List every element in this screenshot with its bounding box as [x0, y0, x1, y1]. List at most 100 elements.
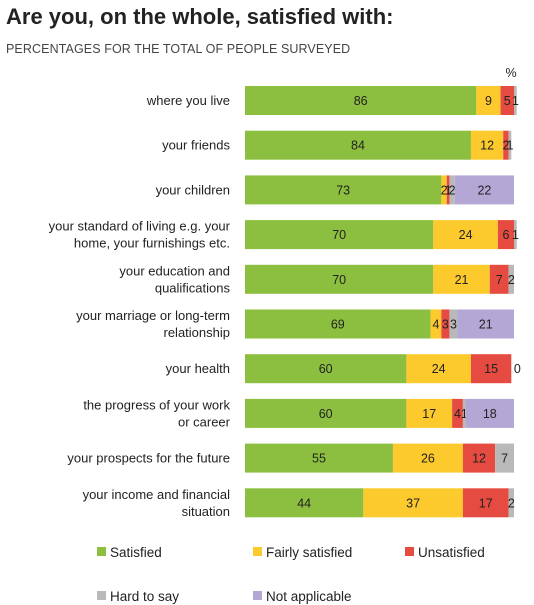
chart-subtitle: PERCENTAGES FOR THE TOTAL OF PEOPLE SURV…: [6, 42, 351, 56]
data-label: 55: [312, 452, 326, 466]
data-label: 69: [331, 318, 345, 332]
category-label-line: the progress of your work: [83, 397, 230, 412]
category-label: your education and qualifications: [119, 263, 230, 295]
category-label: your health: [166, 361, 230, 376]
bar-segment: [245, 130, 471, 160]
data-label: 17: [422, 407, 436, 421]
data-label: 15: [484, 362, 498, 376]
category-label: your prospects for the future: [67, 451, 230, 466]
data-label: 37: [406, 496, 420, 510]
category-label-line: your standard of living e.g. your: [49, 219, 231, 234]
bar-segment: [514, 86, 517, 115]
bar-segment: [245, 175, 442, 205]
page-title: Are you, on the whole, satisfied with:: [6, 4, 394, 29]
data-label: 60: [319, 407, 333, 421]
data-label: 4: [433, 318, 440, 332]
bar-segment: [470, 354, 512, 384]
data-label: 17: [479, 496, 493, 510]
bar-segment: [430, 309, 442, 339]
category-label-line: qualifications: [155, 280, 231, 295]
category-label-line: your education and: [119, 263, 230, 278]
data-label: 7: [496, 273, 503, 287]
bar-segment: [462, 443, 496, 473]
bar-segment: [406, 398, 453, 428]
data-label: 2: [441, 183, 448, 197]
bar-segment: [363, 488, 463, 518]
bar-segment: [433, 220, 498, 250]
data-label: 21: [455, 273, 469, 287]
data-label: 86: [354, 94, 368, 108]
legend-label: Unsatisfied: [418, 545, 485, 560]
category-label-line: relationship: [164, 325, 231, 340]
data-label: 18: [483, 407, 497, 421]
bar-segment: [433, 264, 490, 294]
data-label: 2: [449, 183, 456, 197]
legend-item: Fairly satisfied: [253, 545, 352, 560]
bar-segment: [245, 264, 434, 294]
data-label: 12: [472, 452, 486, 466]
bar-segment: [441, 175, 447, 205]
bar-segment: [508, 264, 514, 294]
bar-segment: [454, 175, 514, 205]
bar-segment: [500, 86, 514, 115]
bar-segment: [514, 220, 517, 250]
data-label: 60: [319, 362, 333, 376]
bar-segment: [245, 220, 434, 250]
bar-segment: [465, 398, 514, 428]
legend-item: Unsatisfied: [405, 545, 485, 560]
category-label-line: situation: [182, 504, 230, 519]
data-label: 12: [480, 139, 494, 153]
category-label-line: your health: [166, 361, 230, 376]
data-label: 70: [332, 228, 346, 242]
data-label: 1: [506, 139, 513, 153]
data-label: 1: [512, 228, 519, 242]
legend-item: Hard to say: [97, 589, 179, 604]
category-label-line: or career: [178, 414, 231, 429]
legend-swatch: [253, 547, 262, 556]
legend-item: Satisfied: [97, 545, 162, 560]
bar-segment: [245, 488, 364, 518]
bar-segment: [446, 175, 450, 205]
data-label: 1: [512, 94, 519, 108]
bar-segment: [245, 354, 407, 384]
data-label: 1: [461, 407, 468, 421]
category-label-line: your friends: [162, 138, 230, 153]
legend-swatch: [405, 547, 414, 556]
data-label: 70: [332, 273, 346, 287]
bar-segment: [441, 309, 450, 339]
data-label: 3: [442, 318, 449, 332]
category-label: the progress of your work or career: [83, 397, 230, 429]
data-label: 84: [351, 139, 365, 153]
bar-segment: [470, 130, 504, 160]
category-label-line: home, your furnishings etc.: [74, 236, 230, 251]
category-label: your children: [156, 182, 230, 197]
bar-segment: [495, 443, 514, 473]
data-label: 26: [421, 452, 435, 466]
bar-segment: [245, 443, 393, 473]
bar-segment: [392, 443, 463, 473]
bar-segment: [476, 86, 501, 115]
category-label: where you live: [146, 93, 230, 108]
bar-segment: [449, 309, 458, 339]
bar-segment: [457, 309, 514, 339]
data-label: 24: [432, 362, 446, 376]
bar-segment: [406, 354, 471, 384]
data-label: 9: [485, 94, 492, 108]
data-label: 6: [502, 228, 509, 242]
data-label: 5: [504, 94, 511, 108]
unit-label: %: [505, 66, 516, 80]
legend-label: Fairly satisfied: [266, 545, 353, 560]
category-label-line: your marriage or long-term: [76, 308, 230, 323]
data-label: 24: [459, 228, 473, 242]
bar-segment: [497, 220, 514, 250]
bar-segment: [503, 130, 509, 160]
legend-swatch: [253, 591, 262, 600]
data-label: 2: [502, 139, 509, 153]
bar-segment: [508, 488, 514, 518]
category-label-line: your children: [156, 182, 230, 197]
category-label-line: your income and financial: [83, 487, 231, 502]
data-label: 4: [454, 407, 461, 421]
bar-segment: [462, 488, 509, 518]
data-label: 0: [514, 362, 521, 376]
